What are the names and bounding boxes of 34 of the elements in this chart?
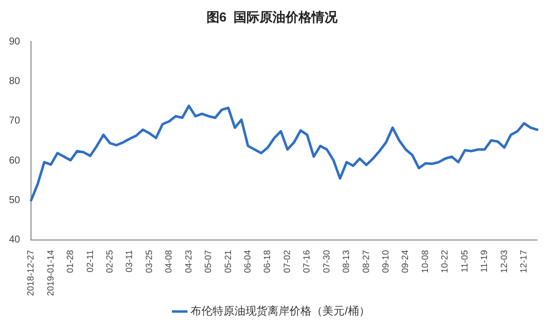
x-tick-label: 02-25 bbox=[104, 250, 114, 273]
x-tick-label: 02-11 bbox=[84, 250, 95, 272]
x-tick-label: 10-22 bbox=[440, 250, 450, 273]
x-tick-label: 07-30 bbox=[321, 250, 332, 273]
y-tick-label: 60 bbox=[9, 155, 21, 166]
x-tick-label: 12-17 bbox=[518, 250, 529, 273]
x-tick-label: 2019-01-14 bbox=[45, 250, 56, 296]
y-tick-label: 50 bbox=[9, 195, 21, 206]
x-tick-label: 01-28 bbox=[65, 250, 76, 273]
x-tick-label: 10-08 bbox=[420, 250, 430, 273]
chart-title: 图6 国际原油价格情况 bbox=[206, 9, 339, 24]
x-tick-label: 12-03 bbox=[498, 250, 509, 273]
y-tick-label: 90 bbox=[9, 36, 21, 48]
x-tick-label: 09-24 bbox=[400, 250, 410, 273]
x-tick-label: 07-16 bbox=[302, 250, 312, 273]
x-tick-label: 04-23 bbox=[183, 250, 194, 273]
x-tick-label: 11-05 bbox=[459, 250, 470, 272]
y-tick-label: 70 bbox=[9, 116, 21, 127]
x-tick-label: 06-18 bbox=[262, 250, 272, 273]
x-tick-label: 04-08 bbox=[164, 250, 174, 273]
x-tick-label: 2018-12-27 bbox=[26, 250, 36, 296]
x-tick-label: 07-02 bbox=[282, 250, 292, 273]
x-tick-label: 08-27 bbox=[360, 250, 371, 273]
x-tick-label: 03-11 bbox=[124, 250, 134, 272]
x-tick-label: 06-04 bbox=[242, 250, 252, 273]
y-tick-label: 40 bbox=[9, 234, 21, 246]
y-tick-label: 80 bbox=[9, 76, 21, 88]
x-tick-label: 03-25 bbox=[144, 250, 154, 273]
x-tick-label: 08-13 bbox=[341, 250, 352, 273]
x-tick-label: 05-07 bbox=[203, 250, 214, 273]
x-tick-label: 05-21 bbox=[222, 250, 233, 273]
x-tick-label: 09-10 bbox=[380, 250, 391, 273]
x-tick-label: 11-19 bbox=[479, 250, 490, 272]
legend-label: 布伦特原油现货离岸价格（美元/桶） bbox=[190, 304, 370, 318]
